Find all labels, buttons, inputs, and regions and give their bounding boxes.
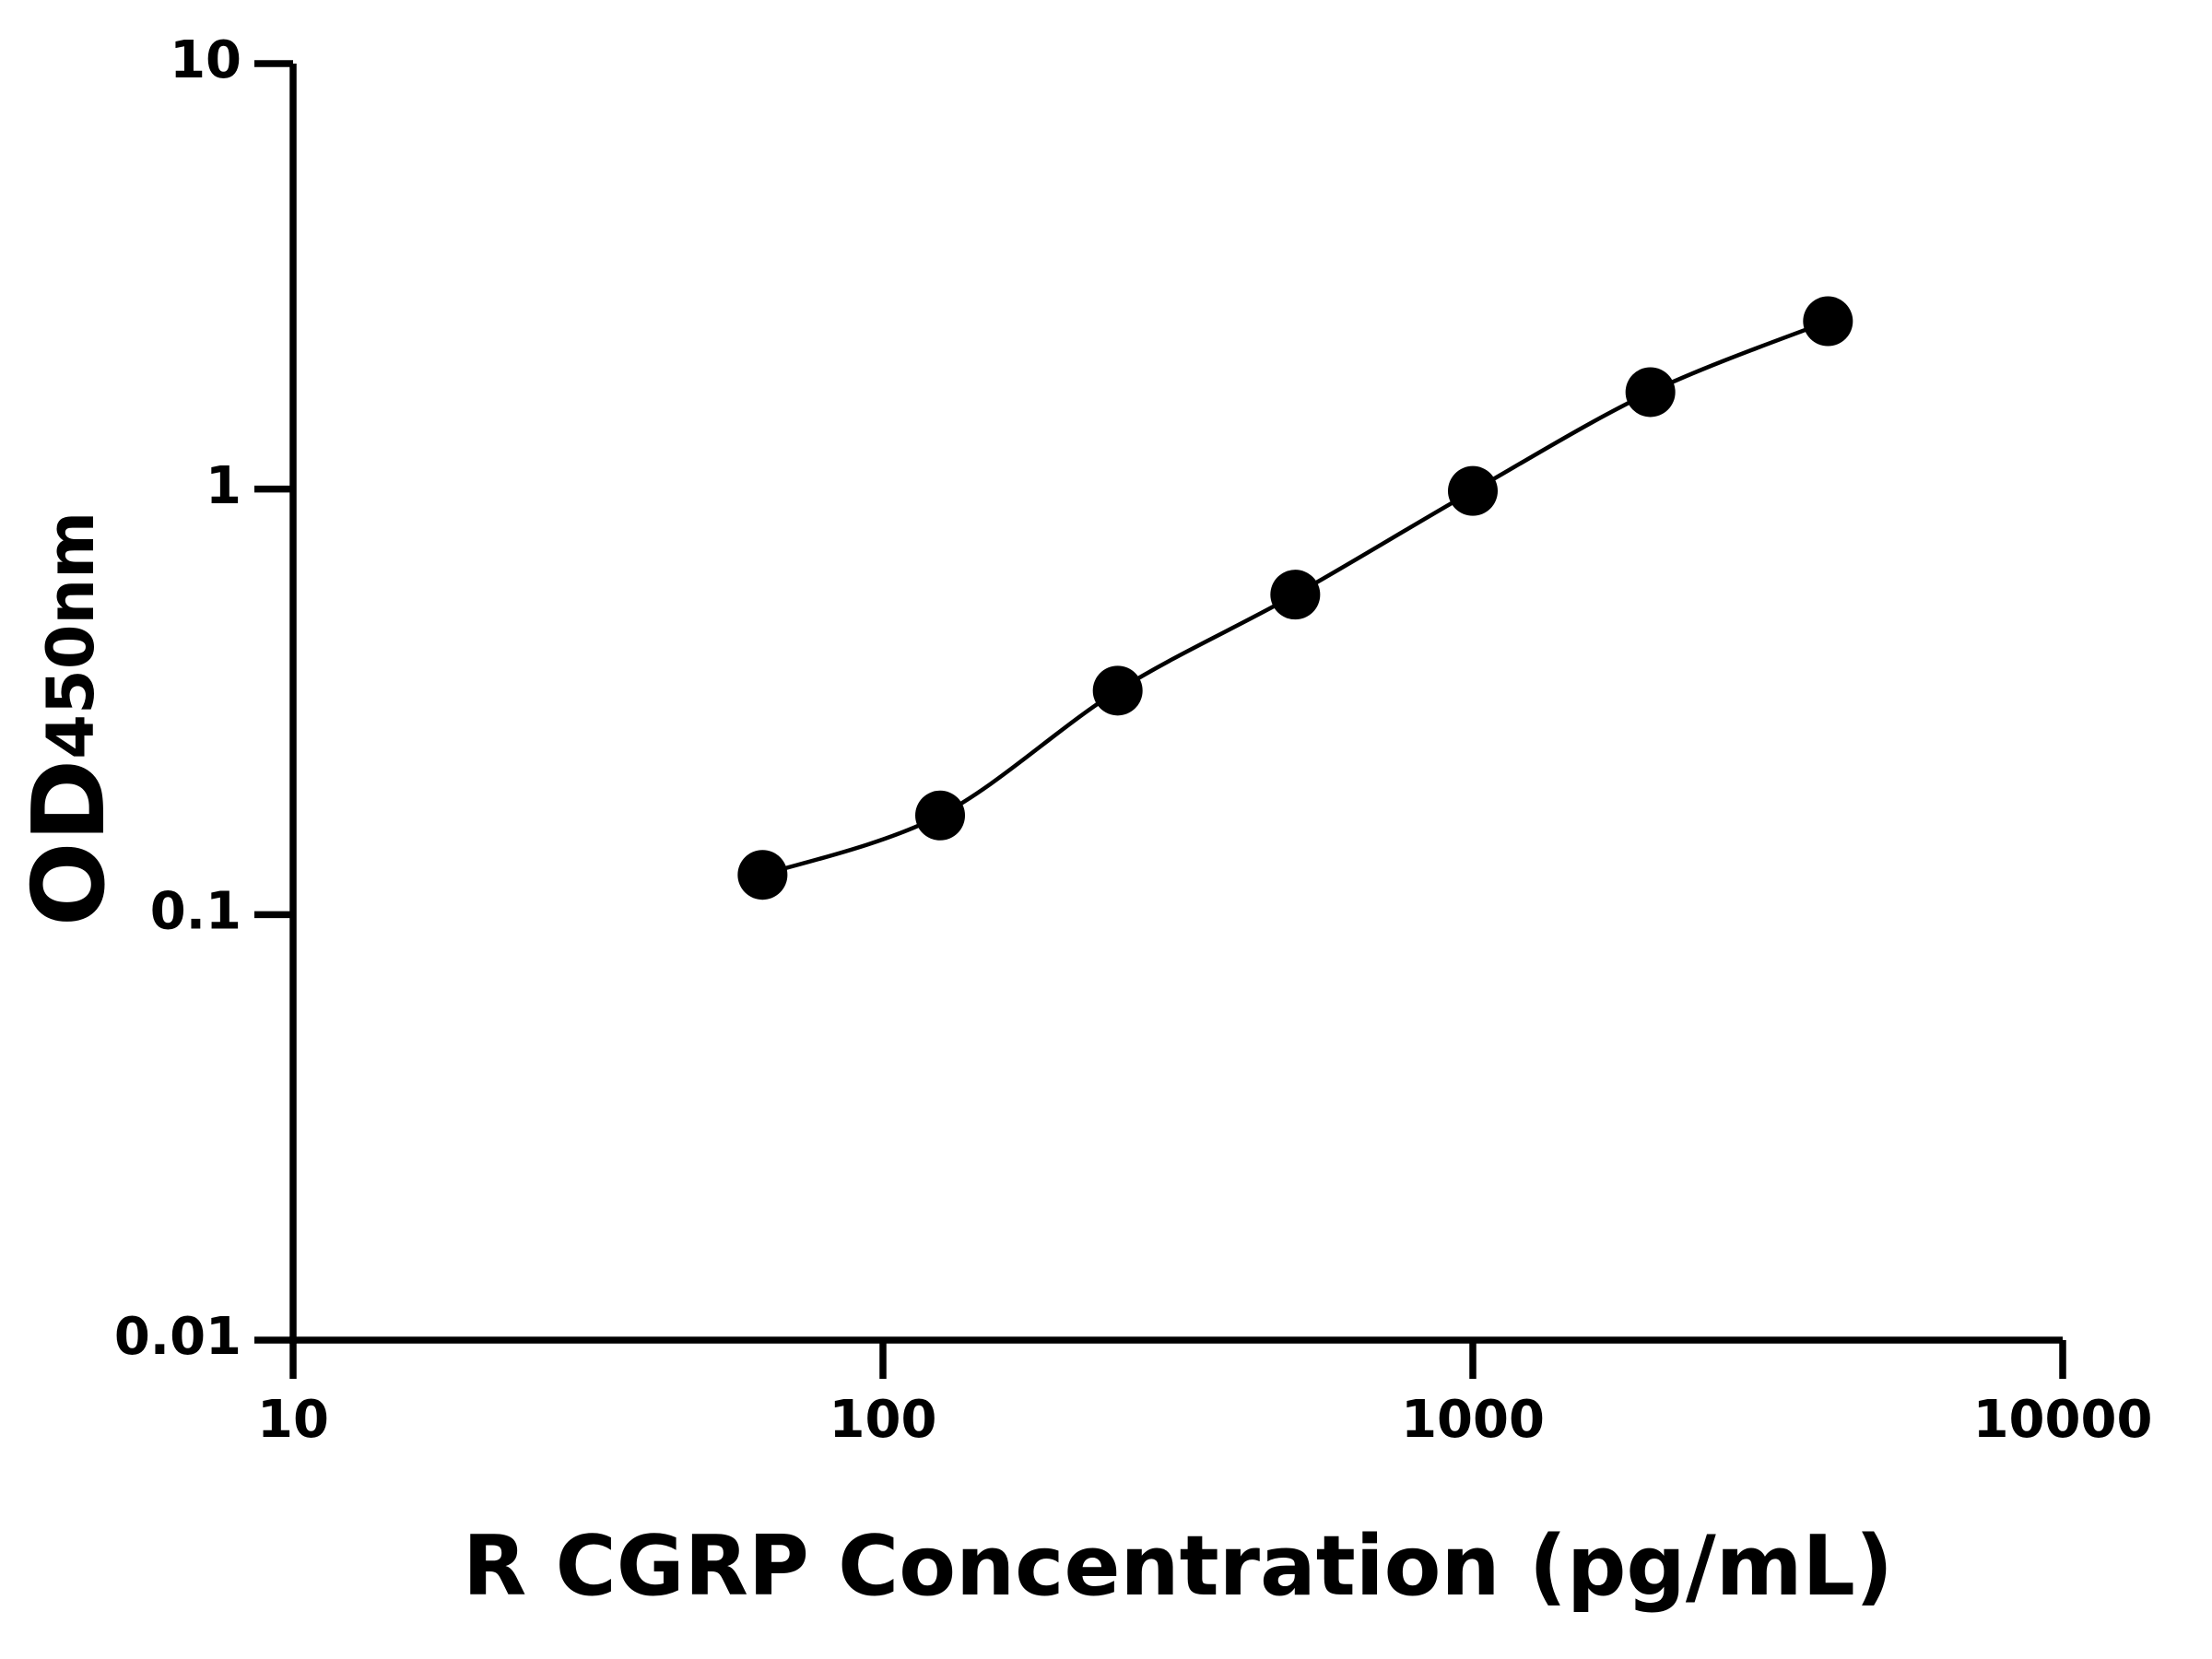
x-tick-label: 10 (257, 1390, 329, 1450)
x-tick-label: 10000 (1973, 1390, 2153, 1450)
y-axis-label-main: OD (12, 759, 127, 926)
x-tick-label: 100 (830, 1390, 937, 1450)
data-point (737, 850, 788, 900)
x-axis-label: R CGRP Concentration (pg/mL) (463, 1518, 1893, 1615)
x-tick-label: 1000 (1401, 1390, 1545, 1450)
data-point (1803, 296, 1853, 347)
y-tick-label: 0.1 (150, 881, 241, 941)
y-tick-label: 1 (206, 456, 241, 516)
y-axis-label: OD450nm (12, 512, 127, 926)
data-point (1625, 367, 1676, 418)
data-point (915, 790, 966, 841)
data-point (1092, 665, 1143, 716)
data-point (1270, 570, 1321, 620)
data-point (1448, 465, 1498, 516)
y-tick-label: 0.01 (114, 1307, 241, 1367)
y-tick-label: 10 (170, 30, 241, 90)
y-axis-label-subscript: 450nm (33, 512, 109, 759)
